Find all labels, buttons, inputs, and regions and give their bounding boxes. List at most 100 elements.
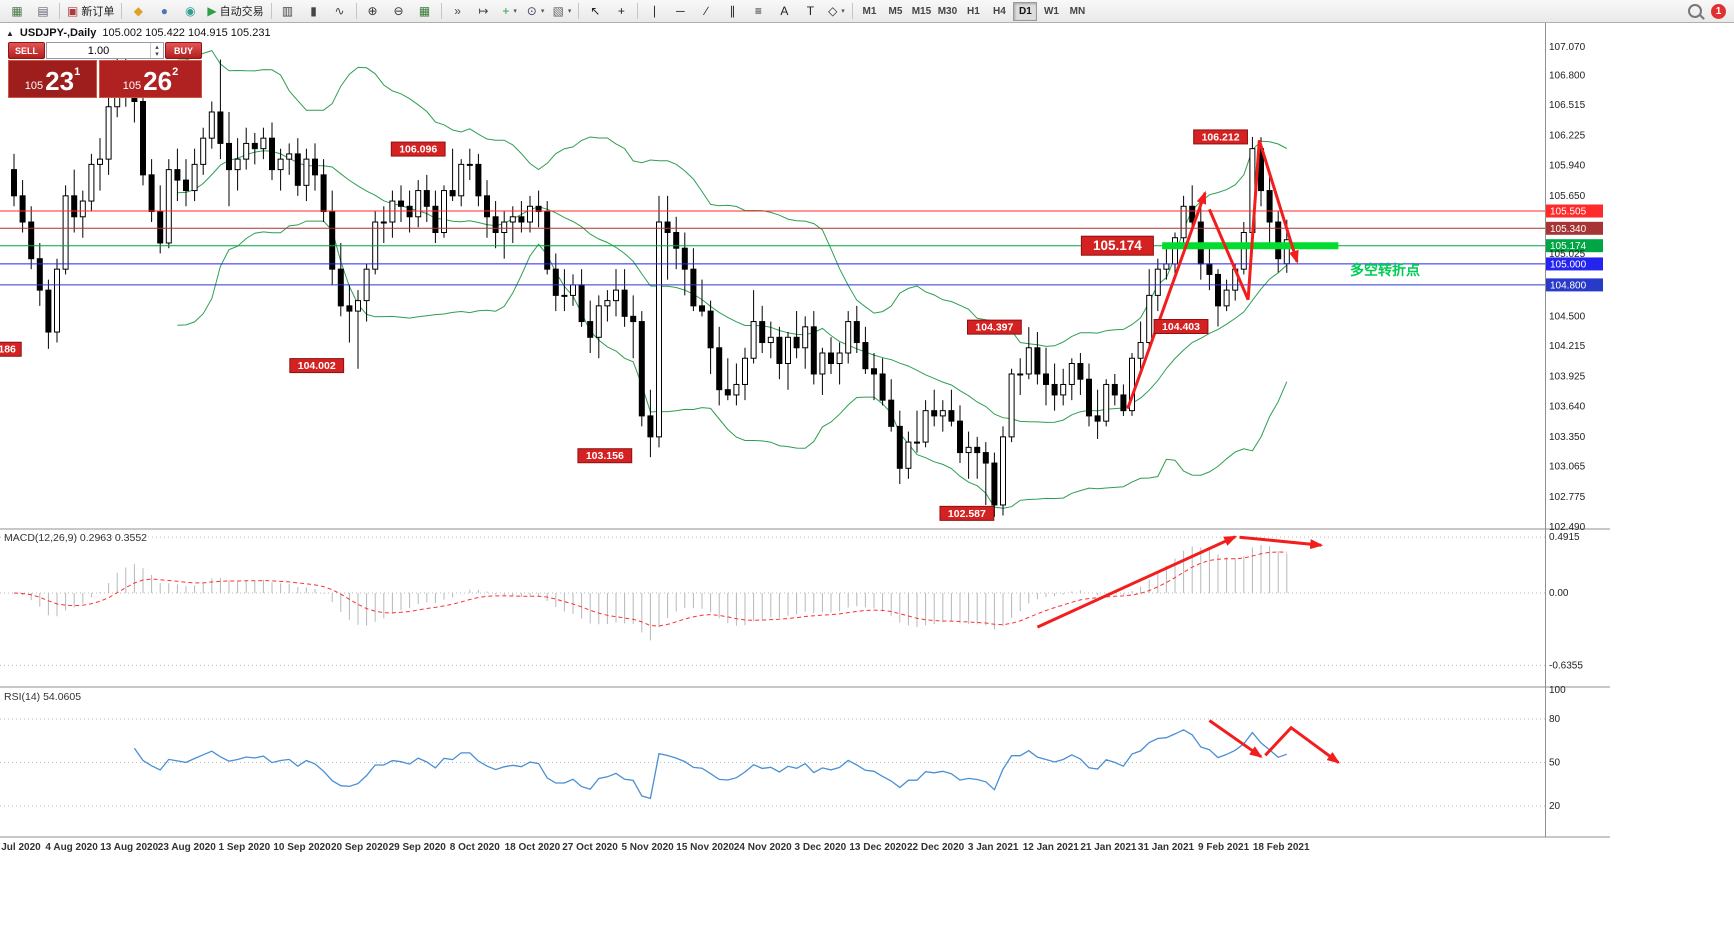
svg-text:5 Nov 2020: 5 Nov 2020 [621,842,674,853]
buy-button[interactable]: BUY [165,42,202,59]
bars-mode-icon[interactable]: ▥ [276,1,300,21]
timeframe-button-D1[interactable]: D1 [1013,1,1038,21]
timeframe-button-MN[interactable]: MN [1069,5,1086,17]
price-label-103.156[interactable]: 103.156 [577,448,633,464]
horizontal-line-105.000[interactable]: 105.000 [0,257,1603,271]
svg-text:102.775: 102.775 [1549,492,1586,503]
bollinger-bands[interactable] [177,50,1288,509]
autotrade-button-label: 自动交易 [219,6,264,18]
indicators-icon[interactable]: + ▾ [498,1,522,21]
hline-tool-icon[interactable]: ─ [668,1,692,21]
rsi-trend-arrow-2[interactable] [1264,725,1341,764]
autotrade-button[interactable]: ▶ 自动交易 [204,1,266,21]
macd-trend-arrow-1[interactable] [1036,535,1238,629]
periods-icon[interactable]: ⊙ ▾ [524,1,548,21]
favorites-icon[interactable]: ◆ [126,1,150,21]
trend-arrow-1[interactable] [1126,190,1207,410]
chart-window[interactable]: 105.505 105.340 105.174 105.000 104.800 107.0… [0,23,1734,947]
timeframe-button-M30[interactable]: M30 [937,5,958,17]
spin-down-icon[interactable]: ▾ [155,50,159,58]
dropdown-caret-icon[interactable]: ▾ [567,8,572,15]
channel-tool-icon[interactable]: ∥ [720,1,744,21]
toolbar-separator [59,3,60,19]
horizontal-line-105.174[interactable]: 105.174 [0,239,1603,253]
clock-icon[interactable]: ● [152,1,176,21]
autotrade-button: ▶ [207,4,217,18]
trendline-tool-icon[interactable]: ∕ [694,1,718,21]
svg-text:-0.6355: -0.6355 [1549,660,1583,671]
svg-text:4 Aug 2020: 4 Aug 2020 [45,842,98,853]
price-label-106.212[interactable]: 106.212 [1193,129,1248,145]
buy-price[interactable]: 105 26 2 [99,60,202,98]
svg-text:20 Sep 2020: 20 Sep 2020 [331,842,389,853]
price-label-104.403[interactable]: 104.403 [1153,319,1209,335]
line-mode-icon[interactable]: ∿ [328,1,352,21]
timeframe-button-M5[interactable]: M5 [888,5,903,17]
tile-windows-icon[interactable]: ▦ [413,1,437,21]
svg-text:9 Feb 2021: 9 Feb 2021 [1198,842,1250,853]
chart-shift-icon[interactable]: ↦ [472,1,496,21]
horizontal-line-105.505[interactable]: 105.505 [0,204,1603,218]
timeframe-button-H1[interactable]: H1 [967,5,980,17]
dropdown-caret-icon[interactable]: ▾ [841,8,845,15]
label-tool-icon[interactable]: T [798,1,822,21]
price-label-106.096[interactable]: 106.096 [390,141,446,157]
vline-tool-icon[interactable]: ∣ [642,1,666,21]
profiles-icon[interactable]: ▤ [31,1,55,21]
chart-canvas[interactable]: 105.505105.340105.174105.000104.800107.0… [0,23,1734,947]
sell-price[interactable]: 105 23 1 [8,60,97,98]
text-tool-icon[interactable]: A [772,1,796,21]
cursor-icon[interactable]: ↖ [583,1,607,21]
horizontal-line-104.800[interactable]: 104.800 [0,278,1603,292]
price-label-102.587[interactable]: 102.587 [939,505,995,521]
annotation-note[interactable]: 多空转折点 [1350,262,1420,278]
autoscroll-icon[interactable]: » [446,1,470,21]
svg-text:102.490: 102.490 [1549,522,1586,533]
candles-mode-icon[interactable]: ▮ [302,1,326,21]
price-label-104.002[interactable]: 104.002 [289,358,345,374]
timeframe-button-W1[interactable]: W1 [1043,5,1059,17]
macd-trend-arrow-2[interactable] [1239,535,1324,550]
sell-button[interactable]: SELL [8,42,45,59]
svg-text:104.002: 104.002 [298,360,336,372]
svg-text:20: 20 [1549,801,1561,812]
line-mode-icon: ∿ [334,4,345,18]
one-click-collapse-icon[interactable]: ▲ [6,28,14,38]
svg-text:21 Jan 2021: 21 Jan 2021 [1080,842,1137,853]
toolbar-separator [355,3,357,19]
price-label-186[interactable]: 186 [0,341,22,357]
price-label-105.174[interactable]: 105.174 [1080,235,1154,256]
svg-text:80: 80 [1549,714,1561,725]
price-scale[interactable]: 107.070 106.800 106.515 106.225 105.940 105.6… [1549,42,1586,533]
candles-mode-icon: ▮ [310,4,317,18]
timeframe-button-H4[interactable]: H4 [993,5,1006,17]
notification-badge[interactable]: 1 [1711,3,1726,19]
zoom-in-icon[interactable]: ⊕ [361,1,385,21]
new-order-button[interactable]: ▣ 新订单 [64,1,117,21]
trend-arrow-2[interactable] [1208,139,1299,301]
search-icon[interactable] [1688,4,1702,18]
dropdown-caret-icon[interactable]: ▾ [513,8,517,15]
zoom-out-icon[interactable]: ⊖ [387,1,411,21]
volume-input[interactable] [47,43,150,58]
chart-title: ▲ USDJPY-,Daily 105.002 105.422 104.915 … [6,27,271,39]
spin-up-icon[interactable]: ▴ [155,43,159,51]
refresh-icon[interactable]: ◉ [178,1,202,21]
shapes-tool-icon[interactable]: ◇ ▾ [824,1,848,21]
svg-text:23 Aug 2020: 23 Aug 2020 [158,842,216,853]
timeframe-button-M1[interactable]: M1 [862,5,877,17]
svg-text:104.403: 104.403 [1162,321,1200,333]
symbol-period-label: USDJPY-,Daily [19,27,97,39]
horizontal-line-105.340[interactable]: 105.340 [0,221,1603,235]
new-chart-icon[interactable]: ▦ [5,1,29,21]
crosshair-icon[interactable]: + [609,1,633,21]
new-order-button-label: 新订单 [81,6,115,18]
timeframe-button-M15[interactable]: M15 [911,5,932,17]
templates-icon[interactable]: ▧ ▾ [550,1,575,21]
fibonacci-tool-icon[interactable]: ≡ [746,1,770,21]
volume-spinner[interactable]: ▴ ▾ [150,43,163,58]
rsi-trend-arrow-1[interactable] [1208,719,1263,758]
dropdown-caret-icon[interactable]: ▾ [540,8,545,15]
price-label-104.397[interactable]: 104.397 [967,319,1022,335]
